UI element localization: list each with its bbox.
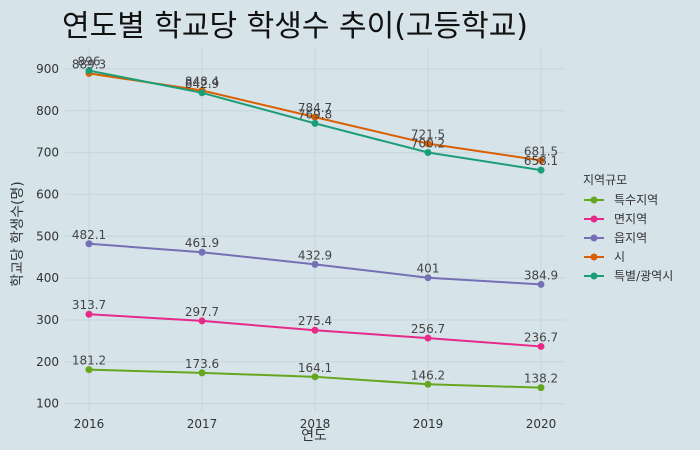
x-tick-label: 2017 [187, 417, 218, 431]
data-label: 164.1 [298, 361, 332, 375]
data-label: 889.3 [72, 57, 106, 71]
data-label: 173.6 [185, 357, 219, 371]
data-point[interactable] [311, 119, 319, 127]
data-point[interactable] [424, 380, 432, 388]
legend-item-label[interactable]: 시 [614, 250, 625, 264]
y-tick-label: 800 [36, 104, 59, 118]
legend-swatch-marker [590, 196, 598, 204]
data-point[interactable] [85, 310, 93, 318]
data-label: 297.7 [185, 305, 219, 319]
data-label: 236.7 [524, 330, 558, 344]
data-point[interactable] [537, 342, 545, 350]
data-point[interactable] [537, 166, 545, 174]
x-tick-label: 2020 [526, 417, 557, 431]
legend-item-label[interactable]: 읍지역 [614, 231, 647, 245]
legend-swatch-marker [590, 253, 598, 261]
y-axis-label: 학교당 학생수(명) [10, 181, 26, 287]
data-label: 313.7 [72, 298, 106, 312]
legend-item-label[interactable]: 특수지역 [614, 193, 658, 207]
x-tick-label: 2019 [413, 417, 444, 431]
data-label: 401 [417, 262, 440, 276]
x-tick-label: 2016 [74, 417, 105, 431]
data-label: 896 [78, 55, 101, 69]
y-tick-label: 400 [36, 271, 59, 285]
data-point[interactable] [537, 156, 545, 164]
y-tick-label: 600 [36, 187, 59, 201]
data-label: 256.7 [411, 322, 445, 336]
data-label: 146.2 [411, 368, 445, 382]
data-label: 784.7 [298, 101, 332, 115]
data-label: 658.1 [524, 154, 558, 168]
data-point[interactable] [198, 317, 206, 325]
data-point[interactable] [311, 260, 319, 268]
data-point[interactable] [311, 326, 319, 334]
data-labels: 181.2 173.6 164.1 146.2 138.2 313.7 297.7 275.4… [72, 55, 558, 386]
legend-item-label[interactable]: 면지역 [614, 212, 647, 226]
data-point[interactable] [424, 334, 432, 342]
chart-title: 연도별 학교당 학생수 추이(고등학교) [62, 9, 528, 44]
legend-title: 지역규모 [583, 173, 627, 187]
y-tick-label: 200 [36, 355, 59, 369]
data-label: 181.2 [72, 354, 106, 368]
data-point[interactable] [198, 369, 206, 377]
data-label: 461.9 [185, 236, 219, 250]
x-tick-label: 2018 [300, 417, 331, 431]
data-point[interactable] [424, 140, 432, 148]
legend-swatch-marker [590, 215, 598, 223]
data-point[interactable] [198, 248, 206, 256]
data-point[interactable] [85, 67, 93, 75]
x-axis-label: 연도 [301, 428, 327, 444]
legend-item-label[interactable]: 특별/광역시 [614, 269, 673, 283]
axes: 100 200 300 400 500 600 700 800 900 2016 2017 2018 2… [36, 62, 556, 431]
y-tick-label: 900 [36, 62, 59, 76]
data-point[interactable] [311, 373, 319, 381]
legend-swatch-marker [590, 234, 598, 242]
data-label: 138.2 [524, 372, 558, 386]
data-label: 482.1 [72, 228, 106, 242]
data-label: 681.5 [524, 144, 558, 158]
data-point[interactable] [311, 113, 319, 121]
data-point[interactable] [424, 274, 432, 282]
y-tick-label: 500 [36, 229, 59, 243]
data-label: 384.9 [524, 268, 558, 282]
data-point[interactable] [85, 240, 93, 248]
grid [65, 48, 565, 412]
data-label: 842.9 [185, 77, 219, 91]
data-label: 275.4 [298, 314, 332, 328]
data-point[interactable] [537, 384, 545, 392]
y-tick-label: 700 [36, 146, 59, 160]
data-point[interactable] [85, 366, 93, 374]
data-label: 432.9 [298, 248, 332, 262]
data-label: 848.4 [185, 75, 219, 89]
y-tick-label: 100 [36, 397, 59, 411]
series-lines [85, 67, 545, 392]
data-label: 700.2 [411, 137, 445, 151]
data-point[interactable] [198, 89, 206, 97]
legend-swatch-marker [590, 272, 598, 280]
data-label: 769.8 [298, 107, 332, 121]
data-point[interactable] [424, 149, 432, 157]
data-point[interactable] [537, 280, 545, 288]
data-label: 721.5 [411, 128, 445, 142]
y-tick-label: 300 [36, 313, 59, 327]
